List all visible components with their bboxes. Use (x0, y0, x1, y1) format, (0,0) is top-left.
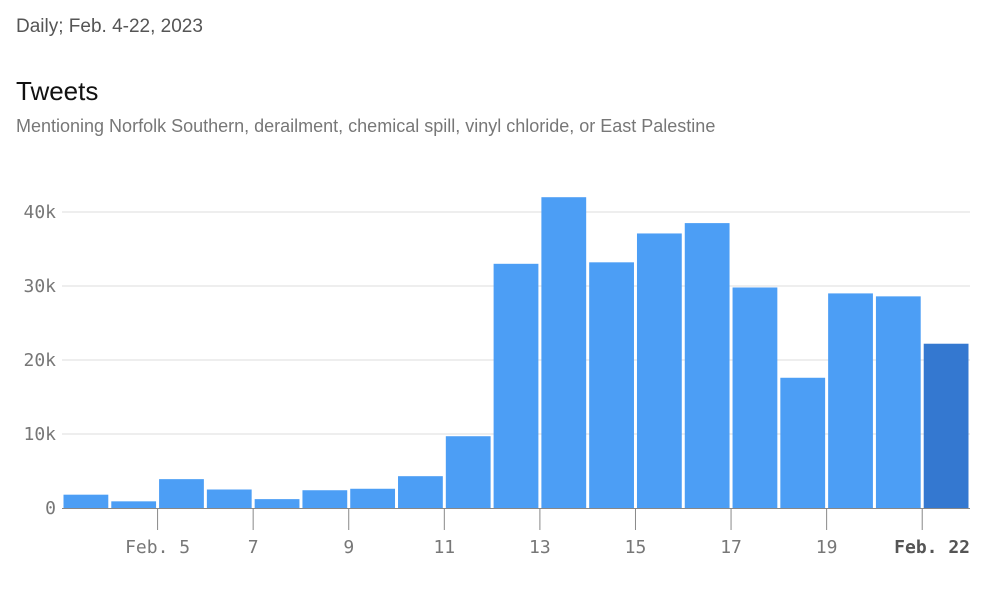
bar (732, 287, 778, 508)
chart-title: Tweets (16, 76, 99, 106)
chart-subtitle: Mentioning Norfolk Southern, derailment,… (16, 116, 716, 136)
bar (350, 488, 396, 508)
x-tick-label: 19 (816, 537, 838, 558)
bar (828, 293, 873, 508)
x-tick-label: 17 (720, 537, 742, 558)
x-tick-label: 7 (248, 537, 259, 558)
y-tick-label: 10k (23, 424, 56, 445)
x-axis-labels: Feb. 5 7 9 11 13 15 17 19 Feb. 22 (125, 537, 970, 558)
bar (111, 501, 157, 508)
y-tick-label: 30k (23, 276, 56, 297)
bar (206, 489, 252, 508)
x-tick-label: Feb. 22 (894, 537, 970, 558)
bar (254, 499, 300, 508)
x-axis (62, 508, 970, 530)
y-tick-label: 40k (23, 202, 56, 223)
y-tick-label: 20k (23, 350, 56, 371)
x-tick-label: 15 (625, 537, 647, 558)
bar (63, 494, 109, 508)
bar (636, 233, 682, 508)
bar (541, 197, 587, 508)
bar (302, 490, 348, 508)
bar (589, 262, 634, 508)
bar (684, 223, 730, 508)
bar (398, 476, 443, 508)
bar (875, 296, 921, 508)
x-tick-label: Feb. 5 (125, 537, 190, 558)
y-tick-label: 0 (45, 498, 56, 519)
bar (445, 436, 491, 508)
bar (493, 263, 539, 508)
y-axis-labels: 0 10k 20k 30k 40k (23, 202, 56, 519)
x-tick-label: 9 (343, 537, 354, 558)
bar (159, 479, 204, 508)
date-range-label: Daily; Feb. 4-22, 2023 (16, 16, 203, 37)
bars (63, 197, 969, 508)
bar (923, 343, 969, 508)
x-tick-label: 11 (433, 537, 455, 558)
bar (780, 377, 826, 508)
x-tick-label: 13 (529, 537, 551, 558)
